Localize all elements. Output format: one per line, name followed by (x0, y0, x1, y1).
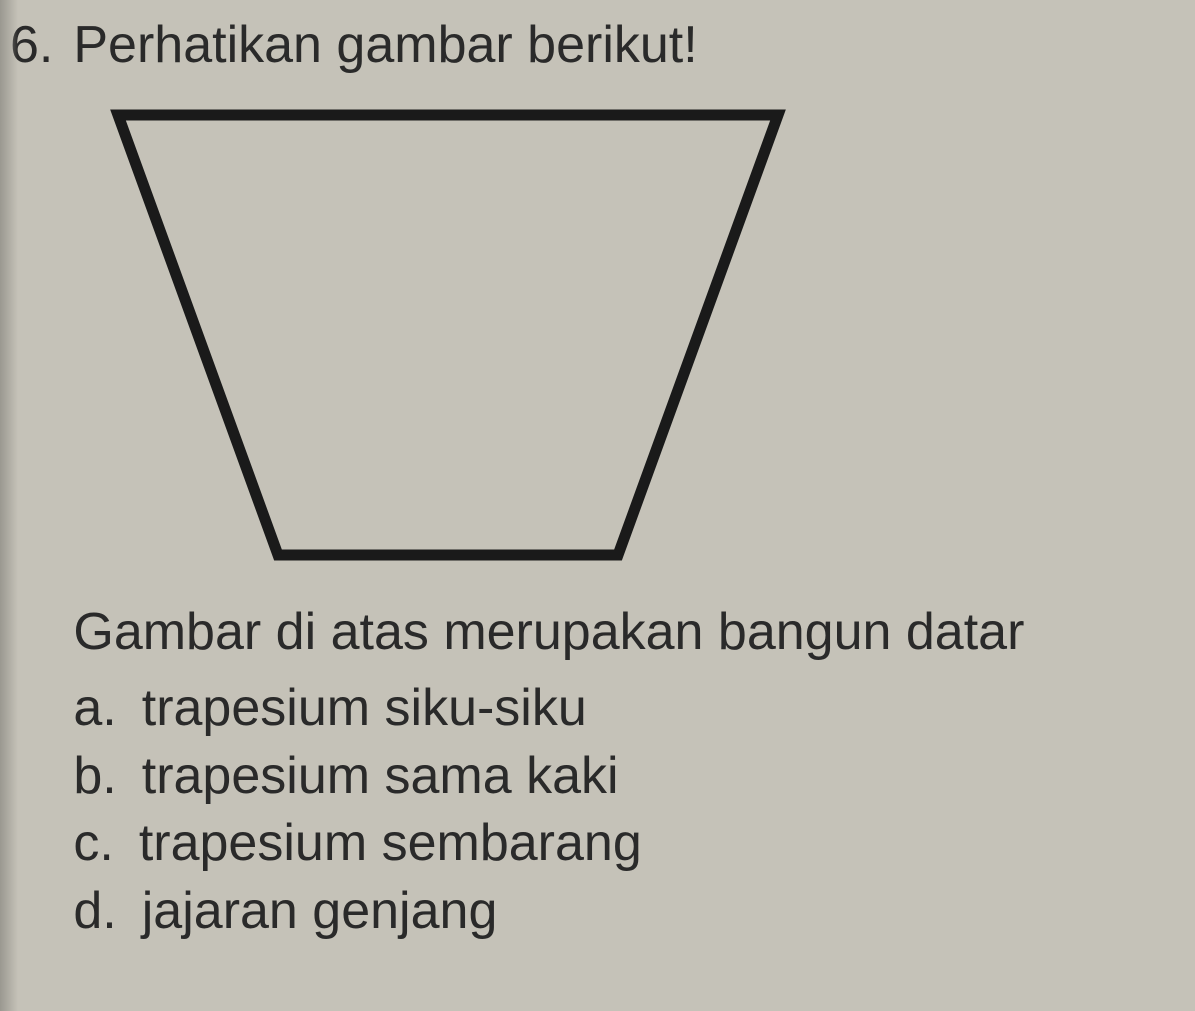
option-text: trapesium siku-siku (142, 675, 587, 743)
option-letter: d. (73, 878, 116, 946)
option-text: trapesium sembarang (139, 810, 642, 878)
option-letter: a. (73, 675, 116, 743)
question-title: Perhatikan gambar berikut! (73, 15, 1185, 75)
option-d: d. jajaran genjang (73, 878, 1185, 946)
option-b: b. trapesium sama kaki (73, 743, 1185, 811)
question-prompt: Gambar di atas merupakan bangun datar (73, 600, 1185, 665)
option-text: jajaran genjang (142, 878, 498, 946)
options-list: a. trapesium siku-siku b. trapesium sama… (73, 675, 1185, 945)
page-left-edge-shadow (0, 0, 18, 1011)
trapezoid-polygon (118, 115, 778, 555)
option-letter: c. (73, 810, 113, 878)
option-a: a. trapesium siku-siku (73, 675, 1185, 743)
trapezoid-shape (78, 95, 818, 575)
figure-trapezoid (78, 95, 1185, 580)
question-content: Perhatikan gambar berikut! Gambar di ata… (73, 15, 1185, 945)
option-text: trapesium sama kaki (142, 743, 619, 811)
question-block: 6. Perhatikan gambar berikut! Gambar di … (10, 15, 1185, 945)
option-c: c. trapesium sembarang (73, 810, 1185, 878)
option-letter: b. (73, 743, 116, 811)
